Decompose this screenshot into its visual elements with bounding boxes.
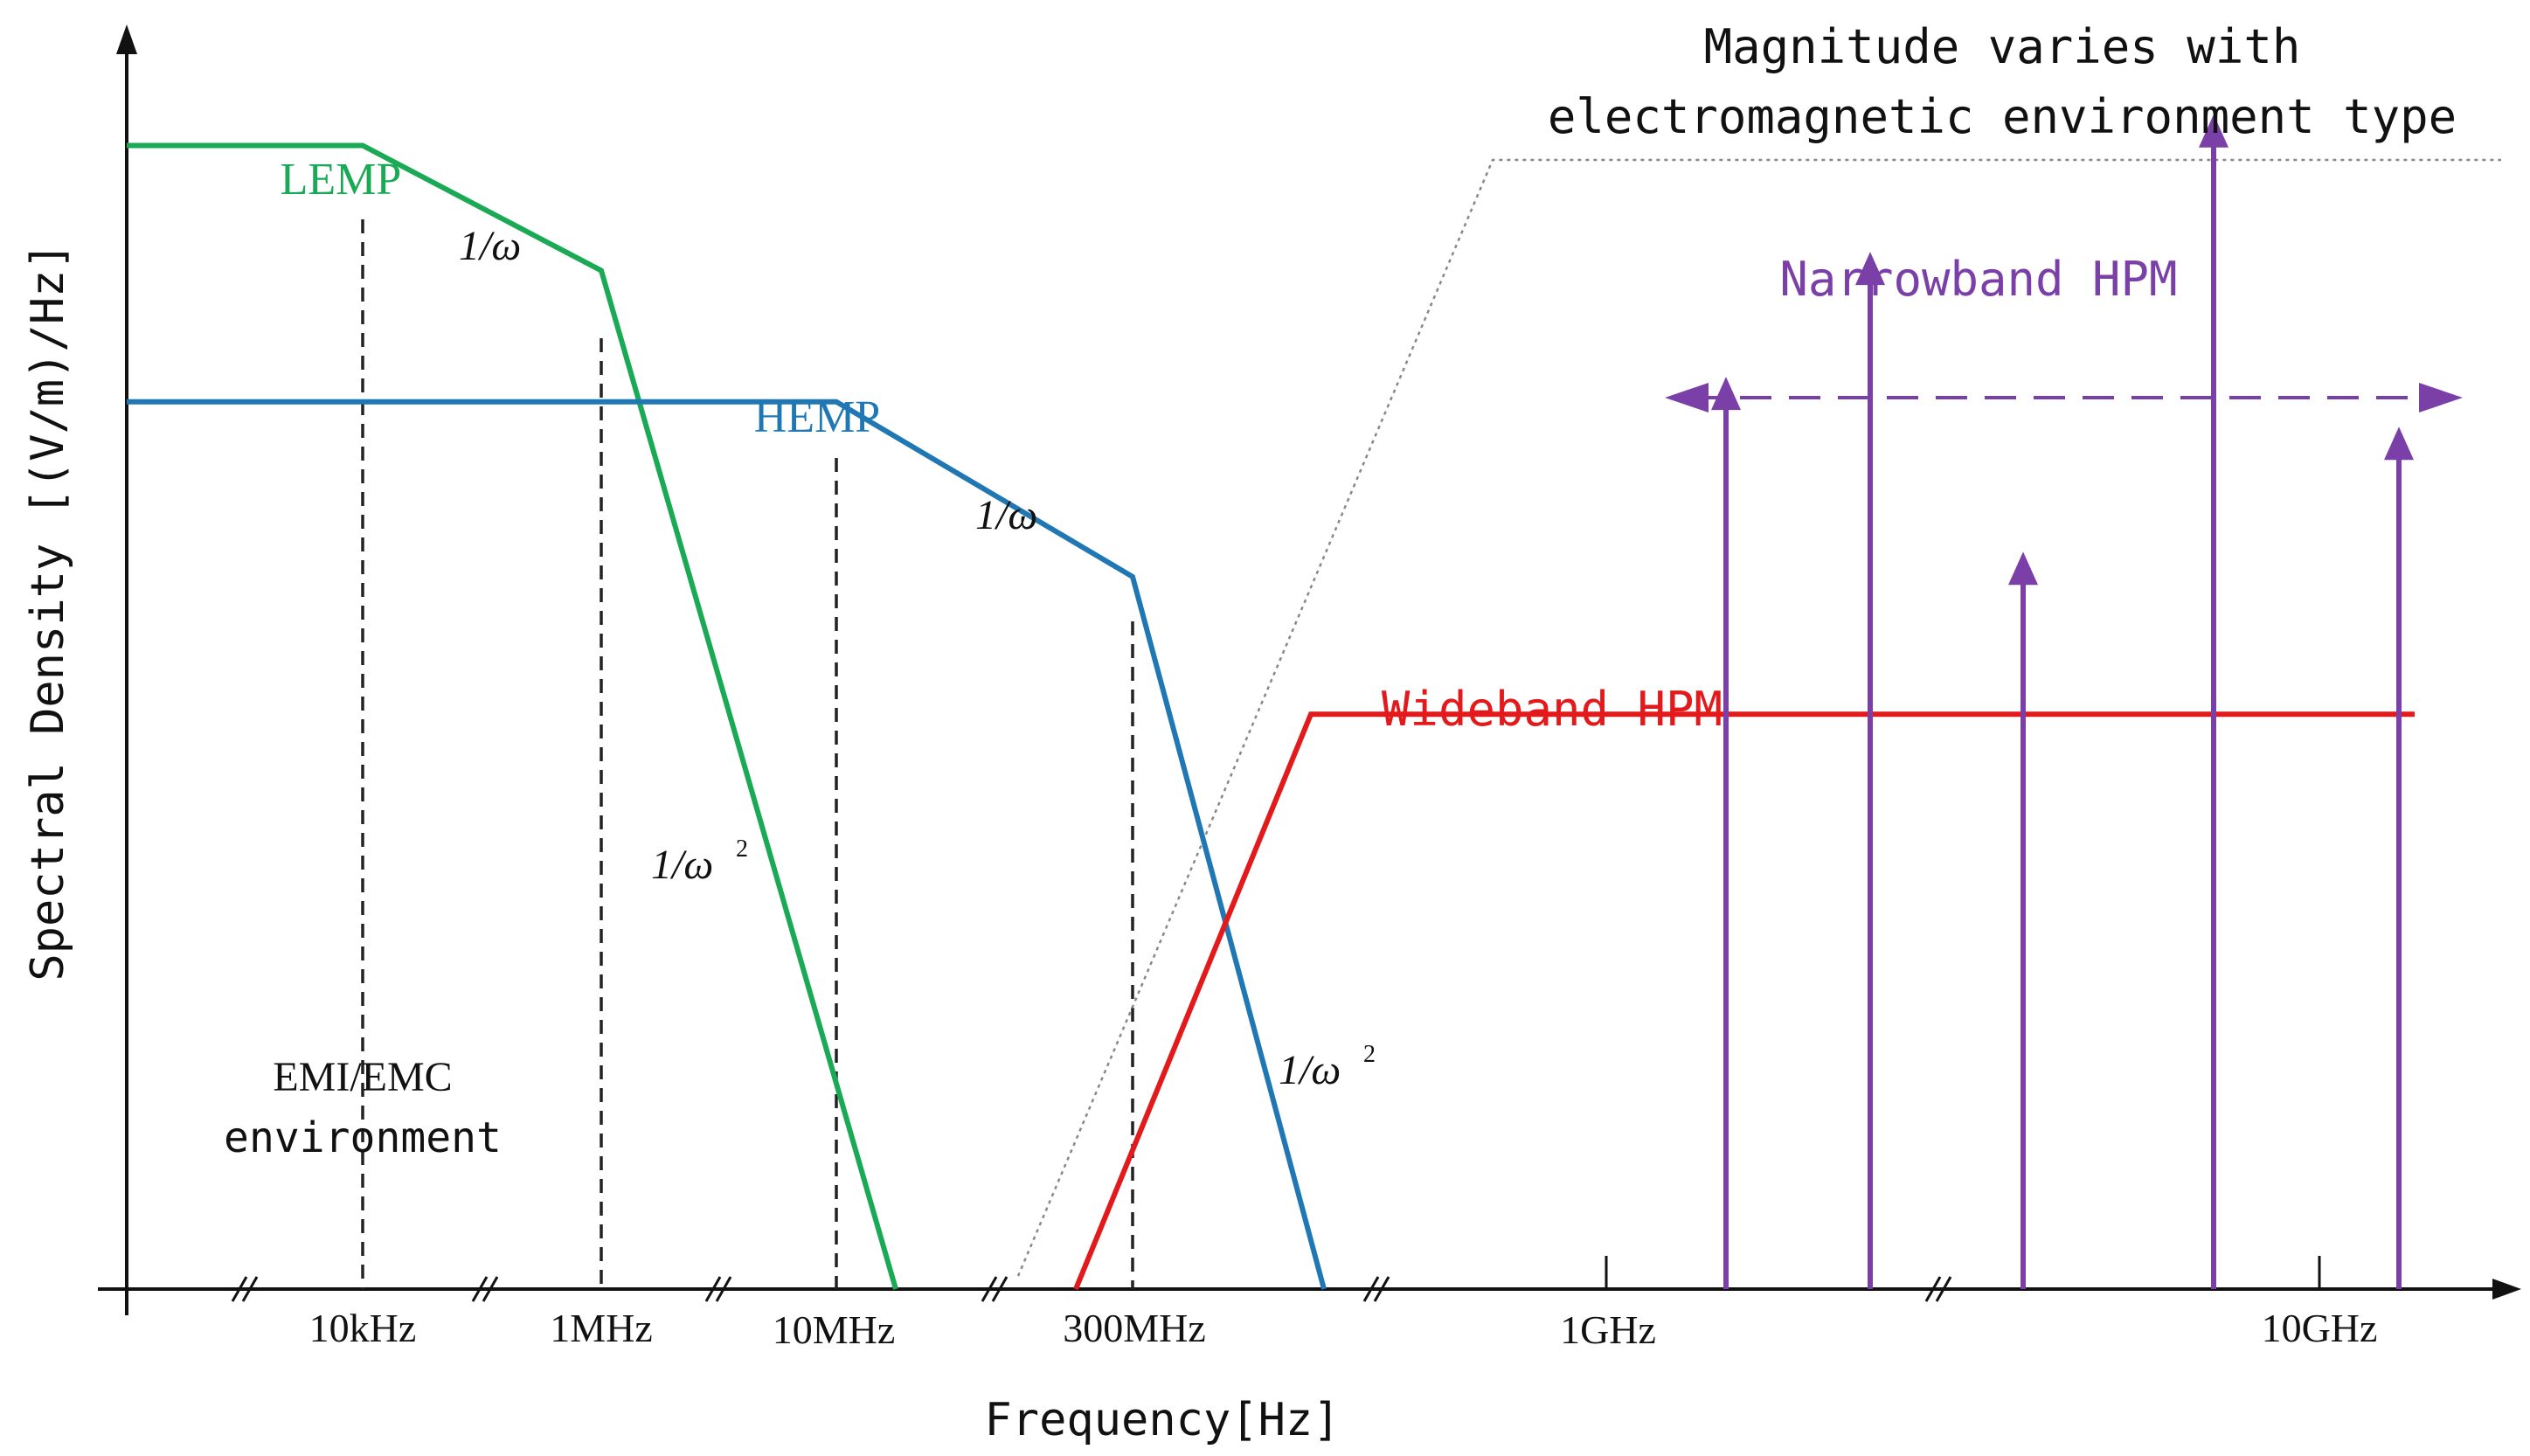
hemp-slope-superscript: 2 — [1363, 1041, 1376, 1068]
x-axis-arrowhead — [2492, 1279, 2521, 1300]
narrowband-arrow-head-4 — [2199, 114, 2228, 148]
lemp-label: LEMP — [281, 155, 402, 205]
hemp-slope-1-omega: 1/ω — [975, 492, 1037, 538]
lemp-slope-1-omega: 1/ω — [459, 223, 521, 269]
hemp-series-line — [127, 399, 1327, 1290]
lemp-slope-superscript: 2 — [736, 835, 748, 863]
axis-break-5-stroke-2 — [1373, 1276, 1390, 1302]
axis-break-3-stroke-1 — [704, 1276, 722, 1302]
axis-breaks — [231, 1276, 1952, 1302]
axis-break-4-stroke-2 — [991, 1276, 1009, 1302]
y-axis-label: Spectral Density [(V/m)/Hz] — [22, 242, 74, 981]
lemp-series-line — [127, 142, 898, 1290]
tick-label-1ghz: 1GHz — [1560, 1307, 1656, 1352]
axis-break-6-stroke-1 — [1924, 1276, 1942, 1302]
hemp-slope-1-omega-squared-text: 1/ω — [1279, 1047, 1341, 1093]
callout-dotted-line — [1016, 158, 2501, 1277]
callout-line1: Magnitude varies with — [1704, 19, 2301, 74]
hemp-slope-1-omega-squared: 1/ω 2 — [1279, 1041, 1376, 1093]
lemp-slope-1-omega-squared: 1/ω 2 — [651, 835, 748, 888]
x-axis-label: Frequency[Hz] — [985, 1394, 1341, 1446]
axis-break-3-stroke-2 — [715, 1276, 732, 1302]
tick-label-300mhz: 300MHz — [1063, 1306, 1206, 1350]
emi-emc-label-line1: EMI/EMC — [273, 1054, 452, 1100]
axis-break-5-stroke-1 — [1362, 1276, 1380, 1302]
narrowband-arrow-head-5 — [2384, 426, 2414, 461]
callout-line2: electromagnetic environment type — [1548, 89, 2457, 144]
wideband-hpm-label: Wideband HPM — [1382, 682, 1722, 737]
axis-break-6-stroke-2 — [1935, 1276, 1952, 1302]
lemp-slope-1-omega-squared-text: 1/ω — [651, 842, 713, 888]
hemp-label: HEMP — [754, 392, 880, 442]
tick-label-10khz: 10kHz — [309, 1306, 417, 1350]
tick-label-1mhz: 1MHz — [550, 1306, 653, 1350]
narrowband-range-right-head — [2419, 383, 2463, 413]
axis-break-1-stroke-2 — [241, 1276, 259, 1302]
tick-label-10ghz: 10GHz — [2262, 1306, 2378, 1350]
axis-break-2-stroke-2 — [482, 1276, 499, 1302]
emi-emc-label-line2: environment — [224, 1113, 502, 1162]
narrowband-arrow-head-2 — [1855, 252, 1885, 286]
axis-break-2-stroke-1 — [471, 1276, 489, 1302]
y-axis-arrowhead — [116, 24, 137, 54]
axis-break-1-stroke-1 — [231, 1276, 248, 1302]
wideband-hpm-series-line — [1073, 711, 2415, 1291]
narrowband-arrow-head-3 — [2008, 551, 2038, 586]
narrowband-range-arrow — [1665, 383, 2463, 413]
axis-break-4-stroke-1 — [981, 1276, 998, 1302]
narrowband-range-left-head — [1665, 383, 1709, 413]
narrowband-hpm-arrows — [1711, 114, 2414, 1289]
tick-label-10mhz: 10MHz — [773, 1307, 896, 1352]
narrowband-arrow-head-1 — [1711, 377, 1741, 411]
narrowband-hpm-label: Narrowband HPM — [1779, 252, 2177, 307]
